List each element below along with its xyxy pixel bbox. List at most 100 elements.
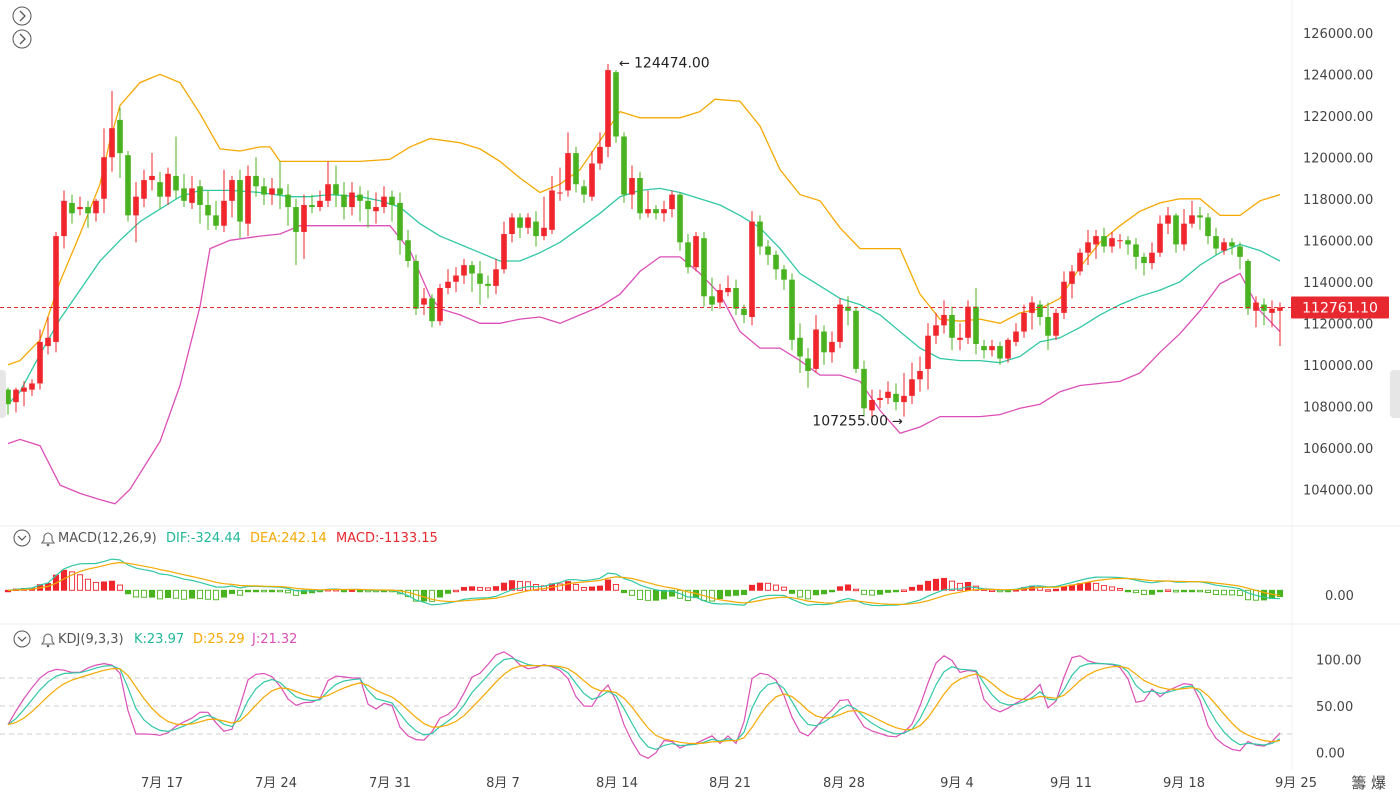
candle-2[interactable] — [21, 381, 27, 407]
candle-102[interactable] — [821, 325, 827, 365]
candle-139[interactable] — [1117, 234, 1123, 249]
candle-70[interactable] — [565, 132, 571, 197]
candle-30[interactable] — [245, 165, 251, 237]
candle-158[interactable] — [1269, 300, 1275, 328]
candle-19[interactable] — [157, 171, 163, 210]
candle-94[interactable] — [757, 215, 763, 255]
candle-152[interactable] — [1221, 238, 1227, 255]
candle-143[interactable] — [1149, 242, 1155, 270]
candle-72[interactable] — [581, 180, 587, 203]
expand-button-1[interactable] — [12, 6, 32, 26]
candle-146[interactable] — [1173, 213, 1179, 253]
candle-54[interactable] — [437, 283, 443, 326]
candle-28[interactable] — [229, 175, 235, 218]
candle-32[interactable] — [261, 178, 267, 205]
candle-138[interactable] — [1109, 231, 1115, 253]
candle-50[interactable] — [405, 229, 411, 268]
candle-130[interactable] — [1045, 302, 1051, 351]
candle-6[interactable] — [53, 231, 59, 353]
candle-126[interactable] — [1013, 323, 1019, 347]
candle-13[interactable] — [109, 90, 115, 172]
candle-127[interactable] — [1021, 304, 1027, 338]
candle-68[interactable] — [549, 175, 555, 235]
candle-107[interactable] — [861, 360, 867, 417]
candle-18[interactable] — [149, 153, 155, 191]
candle-45[interactable] — [365, 190, 371, 228]
candle-10[interactable] — [85, 200, 91, 228]
candle-140[interactable] — [1125, 236, 1131, 255]
candle-124[interactable] — [997, 341, 1003, 365]
candle-9[interactable] — [77, 196, 83, 216]
candle-118[interactable] — [949, 306, 955, 351]
candle-36[interactable] — [293, 198, 299, 266]
candle-62[interactable] — [501, 221, 507, 274]
candle-4[interactable] — [37, 329, 43, 390]
kdj-pane[interactable] — [0, 651, 1292, 759]
candle-153[interactable] — [1229, 238, 1235, 255]
candle-61[interactable] — [493, 258, 499, 295]
candle-47[interactable] — [381, 186, 387, 214]
candle-43[interactable] — [349, 182, 355, 216]
candle-41[interactable] — [333, 165, 339, 208]
candle-79[interactable] — [637, 171, 643, 220]
kdj-collapse-icon[interactable] — [13, 630, 31, 648]
candle-159[interactable] — [1277, 302, 1283, 347]
candle-1[interactable] — [13, 387, 19, 413]
candle-74[interactable] — [597, 132, 603, 170]
candle-131[interactable] — [1053, 308, 1059, 340]
candle-3[interactable] — [29, 379, 35, 396]
candle-109[interactable] — [877, 389, 883, 409]
candle-145[interactable] — [1165, 207, 1171, 235]
candle-108[interactable] — [869, 389, 875, 422]
candle-133[interactable] — [1069, 265, 1075, 299]
candle-88[interactable] — [709, 277, 715, 311]
candle-100[interactable] — [805, 348, 811, 388]
candle-156[interactable] — [1253, 296, 1259, 328]
candle-26[interactable] — [213, 200, 219, 230]
candle-150[interactable] — [1205, 213, 1211, 245]
candle-113[interactable] — [909, 362, 915, 405]
candle-53[interactable] — [429, 294, 435, 328]
candle-137[interactable] — [1101, 227, 1107, 253]
candle-51[interactable] — [413, 254, 419, 315]
candle-35[interactable] — [285, 184, 291, 226]
candle-63[interactable] — [509, 213, 515, 243]
candle-69[interactable] — [557, 167, 563, 201]
expand-button-2[interactable] — [12, 29, 32, 49]
corner-glyph[interactable]: 籌 爆 — [1351, 774, 1386, 792]
candle-104[interactable] — [837, 298, 843, 349]
candle-67[interactable] — [541, 196, 547, 241]
candle-73[interactable] — [589, 151, 595, 201]
candle-101[interactable] — [813, 314, 819, 374]
candle-93[interactable] — [749, 211, 755, 326]
candle-85[interactable] — [685, 234, 691, 274]
candle-12[interactable] — [101, 128, 107, 214]
candle-90[interactable] — [725, 275, 731, 297]
candle-154[interactable] — [1237, 242, 1243, 270]
candle-106[interactable] — [853, 306, 859, 374]
candle-65[interactable] — [525, 213, 531, 235]
candle-84[interactable] — [677, 192, 683, 251]
candle-89[interactable] — [717, 283, 723, 309]
candle-123[interactable] — [989, 339, 995, 357]
candle-82[interactable] — [661, 200, 667, 222]
macd-pane[interactable] — [4, 558, 1284, 607]
candle-111[interactable] — [893, 383, 899, 411]
candle-75[interactable] — [605, 63, 611, 158]
candle-151[interactable] — [1213, 227, 1219, 255]
candle-0[interactable] — [5, 387, 11, 415]
candle-31[interactable] — [253, 157, 259, 197]
candle-96[interactable] — [773, 250, 779, 280]
candle-20[interactable] — [165, 167, 171, 205]
candle-98[interactable] — [789, 273, 795, 351]
candle-27[interactable] — [221, 169, 227, 232]
candle-87[interactable] — [701, 231, 707, 307]
candle-136[interactable] — [1093, 229, 1099, 259]
candle-48[interactable] — [389, 190, 395, 222]
candle-66[interactable] — [533, 211, 539, 247]
candle-71[interactable] — [573, 146, 579, 193]
candle-91[interactable] — [733, 279, 739, 315]
candle-115[interactable] — [925, 323, 931, 390]
candle-56[interactable] — [453, 267, 459, 293]
